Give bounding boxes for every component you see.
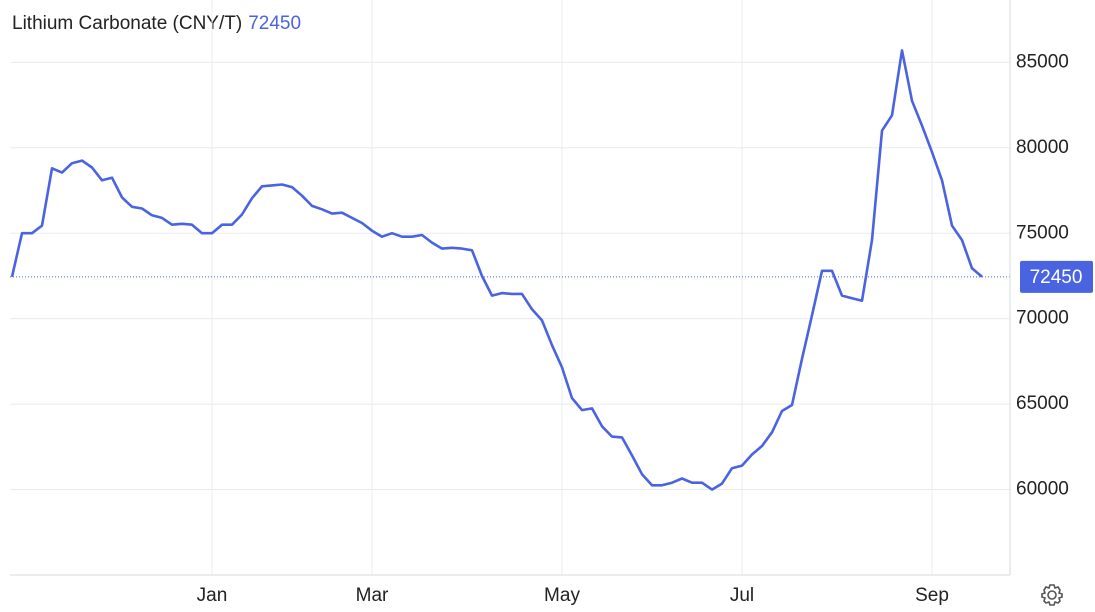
x-tick-label: Jul bbox=[730, 585, 754, 606]
x-tick-label: Sep bbox=[915, 585, 949, 606]
x-tick-label: Mar bbox=[356, 585, 389, 606]
last-price-box bbox=[1020, 260, 1093, 293]
title-text: Lithium Carbonate (CNY/T) bbox=[12, 13, 242, 34]
chart-title: Lithium Carbonate (CNY/T) 72450 bbox=[12, 13, 301, 34]
x-tick-label: Jan bbox=[197, 585, 228, 606]
price-line bbox=[10, 49, 983, 491]
title-last-value: 72450 bbox=[248, 13, 301, 34]
settings-icon[interactable] bbox=[1041, 584, 1063, 606]
y-tick-label: 85000 bbox=[1016, 51, 1069, 72]
y-tick-label: 65000 bbox=[1016, 393, 1069, 414]
last-price-label: 72450 bbox=[1030, 267, 1083, 288]
x-tick-label: May bbox=[544, 585, 580, 606]
y-tick-label: 75000 bbox=[1016, 222, 1069, 243]
y-tick-label: 70000 bbox=[1016, 308, 1069, 329]
y-tick-label: 60000 bbox=[1016, 479, 1069, 500]
y-tick-label: 80000 bbox=[1016, 137, 1069, 158]
